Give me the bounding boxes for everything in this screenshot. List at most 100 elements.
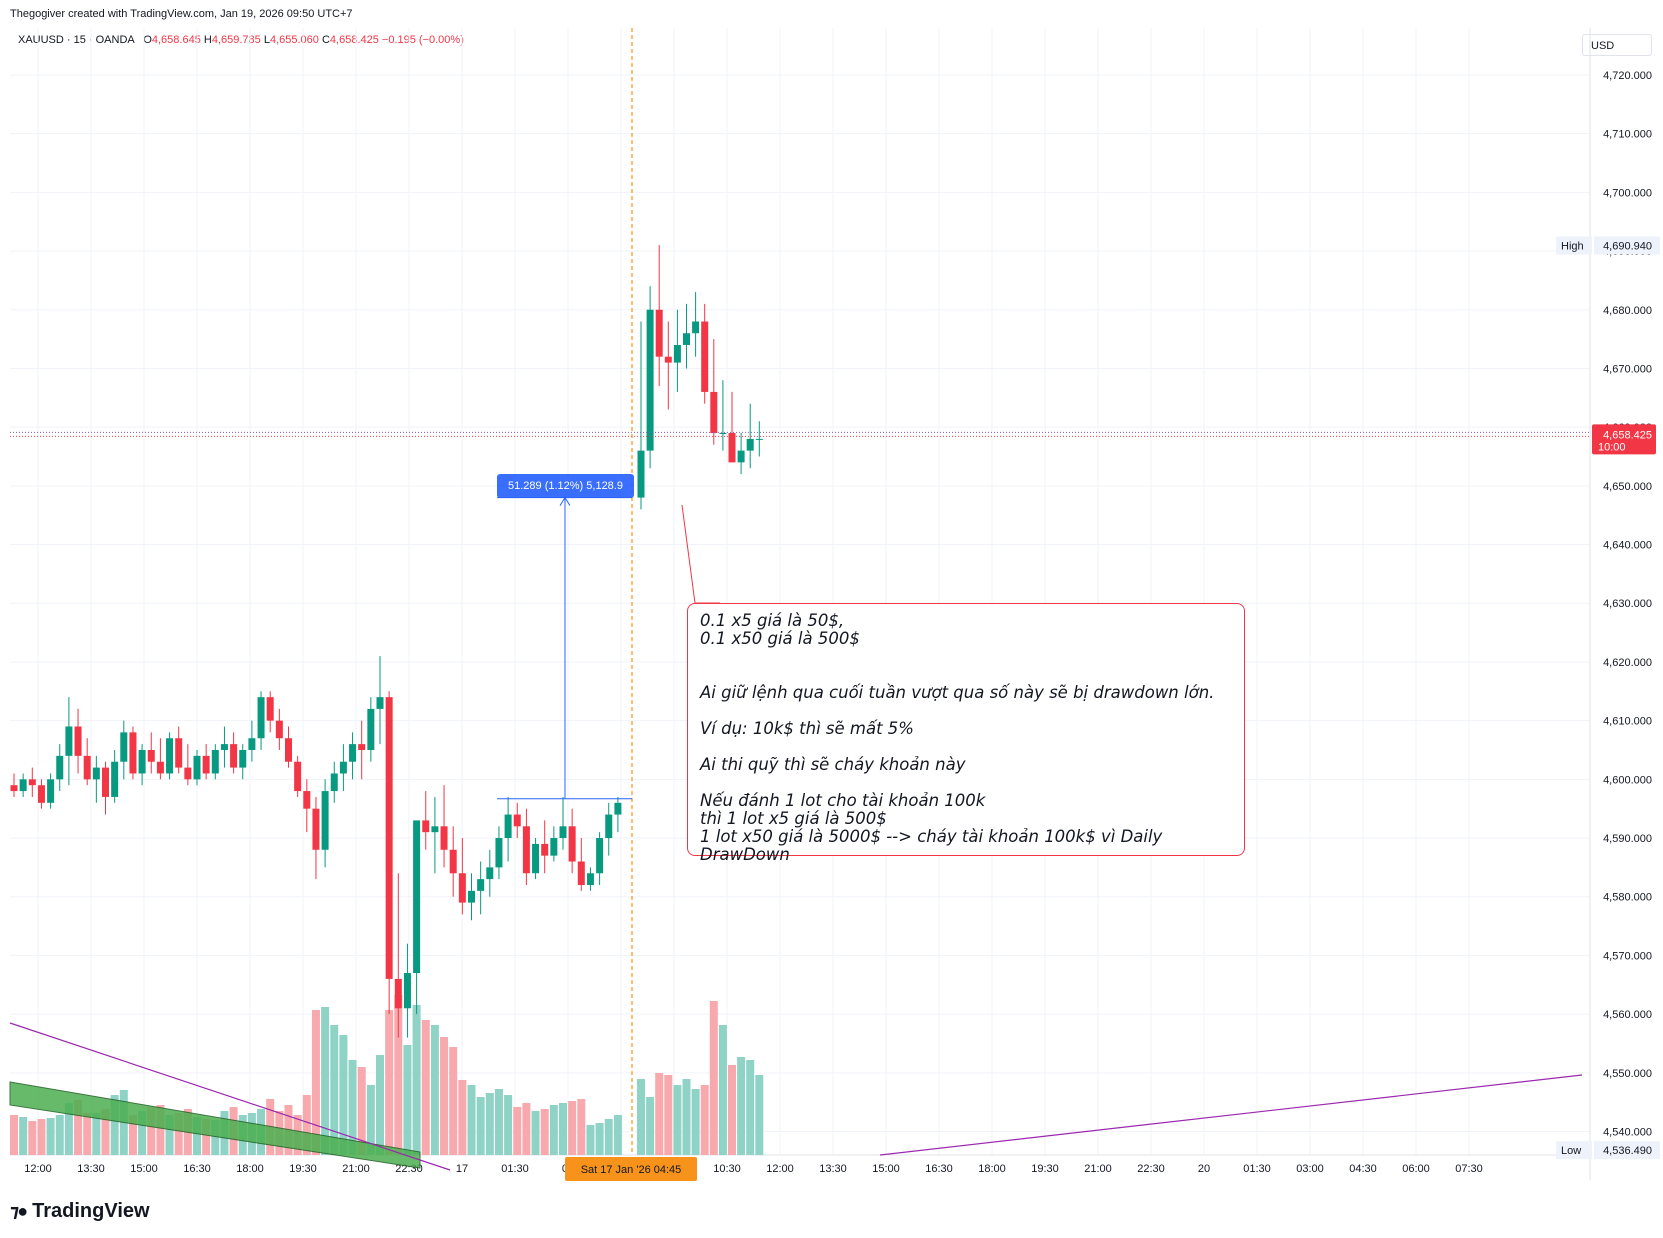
close-value: 4,658.425 [329,34,379,46]
volume-bar [709,1001,718,1155]
y-tick-label: 4,680.000 [1603,305,1652,317]
ascending-trendline [879,1074,1583,1156]
annotation-note[interactable]: 0.1 x5 giá là 50$, 0.1 x50 giá là 500$ A… [687,603,1245,864]
candle-body [596,838,604,874]
candle-body [737,450,745,463]
low-badge-bg [1556,1141,1592,1160]
volume-bar [718,1025,727,1155]
current-price-badge [1592,424,1656,455]
candle-body [175,738,183,768]
volume-bar [403,1045,412,1155]
candle-body [532,843,540,874]
volume-bar [637,1079,645,1155]
y-tick-label: 4,560.000 [1603,1009,1652,1021]
y-tick-label: 4,670.000 [1603,363,1652,375]
candle-body [559,826,567,839]
volume-bar [110,1095,119,1155]
volume-bar [746,1060,755,1155]
volume-bar [101,1109,110,1155]
volume-bar [646,1097,655,1155]
volume-bar [92,1113,101,1155]
candle-body [568,826,576,862]
candle-body [266,697,274,721]
candle-body [230,744,238,768]
candle-body [495,838,503,868]
volume-bar [339,1035,348,1155]
candle-body [614,802,622,815]
candle-body [449,849,457,874]
candle-body [522,826,530,874]
volume-bar [494,1089,503,1155]
volume-bar [540,1109,549,1155]
candle-body [683,333,690,345]
candle-body [202,755,210,774]
volume-bar [559,1103,567,1155]
volume-bar [655,1073,664,1155]
candle-body [111,761,119,797]
volume-bar [691,1089,700,1155]
volume-bar [165,1115,174,1155]
candle-body [138,749,146,774]
x-tick-label: 12:00 [24,1163,52,1175]
candle-body [655,309,663,357]
currency-button[interactable]: USD [1582,34,1652,56]
candle-body [385,697,393,979]
volume-bar [28,1121,37,1155]
candle-body [147,749,155,762]
candle-body [728,433,736,463]
candle-body [477,879,485,891]
volume-bar [458,1080,467,1155]
volume-bar [366,1085,375,1155]
candle-body [719,433,727,435]
y-tick-label: 4,540.000 [1603,1127,1652,1139]
volume-bar [376,1055,384,1155]
candle-body [440,826,448,850]
countdown-value: 10:00 [1598,441,1626,453]
low-badge-label: Low [1561,1145,1581,1157]
time-marker-label: Sat 17 Jan '26 04:45 [581,1164,682,1176]
x-tick-label: 13:30 [819,1163,847,1175]
candle-body [710,391,718,434]
candle-body [637,450,645,498]
volume-bar [202,1119,211,1155]
volume-bar [55,1115,64,1155]
candle-body [275,720,283,739]
candle-body [586,873,594,885]
green-trend-channel [9,1081,421,1169]
volume-bar [348,1060,357,1155]
candle-body [646,309,654,451]
y-tick-label: 4,610.000 [1603,716,1652,728]
candle-body [330,773,338,792]
volume-bar [485,1093,494,1155]
y-tick-label: 4,630.000 [1603,598,1652,610]
candle-body [129,732,137,774]
candle-body [664,356,672,363]
volume-bar [664,1075,673,1155]
candle-body [367,708,375,750]
x-tick-label: 01:30 [1243,1163,1271,1175]
symbol-label[interactable]: XAUUSD · 15 · OANDA [18,34,135,46]
candle-body [37,785,45,803]
candle-body [701,321,709,392]
volume-bar [522,1103,531,1155]
volume-bar [46,1118,55,1155]
annotation-pointer [681,504,720,604]
tradingview-logo[interactable]: ⁊● TradingView [10,1200,150,1223]
candle-body [56,755,64,780]
chart-credit: Thegogiver created with TradingView.com,… [10,8,353,20]
volume-bar [83,1113,92,1155]
candle-body [166,738,174,774]
candle-body [358,744,366,750]
x-tick-label: 10:30 [713,1163,741,1175]
volume-bar [549,1105,558,1155]
volume-bar [211,1120,220,1155]
x-tick-label: 04:30 [1349,1163,1377,1175]
descending-trendline [9,1022,451,1171]
volume-bar [64,1103,73,1155]
candle-body [303,791,311,809]
candle-body [394,978,402,1009]
volume-bar [682,1079,691,1155]
x-tick-label: 17 [456,1163,468,1175]
volume-bar [673,1085,682,1155]
